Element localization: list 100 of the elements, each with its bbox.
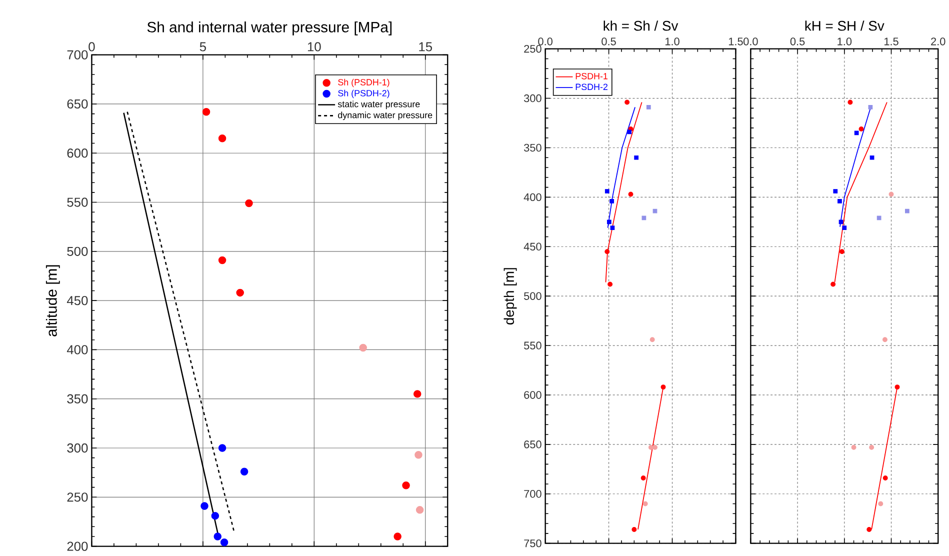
point	[838, 220, 844, 224]
y-tick-label: 350	[67, 394, 88, 404]
y-tick-label: 350	[524, 144, 542, 152]
point	[402, 481, 410, 490]
point	[830, 282, 836, 287]
y-tick-label: 650	[524, 440, 542, 448]
x-tick-label: 0	[88, 42, 95, 52]
legend-label: static water pressure	[338, 100, 420, 109]
point	[604, 188, 610, 194]
point	[854, 130, 859, 135]
legend-label: PSDH-2	[576, 84, 608, 90]
x-tick-label: 2.0	[931, 37, 946, 46]
point	[642, 216, 646, 220]
x-tick-label: 1.0	[838, 37, 852, 46]
y-tick-label: 750	[524, 539, 542, 548]
x-tick-label: 0.5	[790, 37, 805, 46]
y-tick-label: 700	[524, 490, 542, 498]
point	[416, 506, 424, 514]
y-tick-label: 300	[67, 443, 88, 452]
y-tick-label: 300	[524, 94, 542, 102]
x-tick-label: 1.5	[884, 38, 898, 46]
point	[869, 444, 874, 450]
line-series	[605, 102, 642, 283]
point	[833, 188, 838, 194]
point	[640, 475, 646, 480]
x-tick-label: 0.0	[538, 37, 552, 46]
x-tick-label: 0.5	[602, 37, 616, 46]
point	[882, 475, 888, 480]
point	[878, 501, 884, 506]
point	[870, 155, 874, 160]
y-tick-label: 400	[524, 193, 542, 201]
x-axis-title: Sh and internal water pressure [MPa]	[147, 21, 392, 36]
y-axis-title: depth [m]	[504, 268, 517, 324]
y-tick-label: 550	[524, 342, 542, 350]
point	[218, 256, 226, 264]
point	[202, 108, 210, 116]
point	[904, 208, 910, 214]
point	[218, 444, 226, 452]
line-series	[607, 106, 636, 228]
point	[842, 226, 847, 230]
x-tick-label: 10	[308, 42, 321, 52]
point	[868, 104, 873, 110]
point	[660, 384, 666, 390]
point	[650, 336, 655, 342]
point	[240, 468, 248, 476]
y-tick-label: 450	[66, 296, 88, 305]
point	[838, 198, 842, 204]
point	[608, 282, 613, 287]
x-tick-label: 5	[200, 42, 206, 52]
legend-label: Sh (PSDH-2)	[338, 90, 390, 98]
point	[652, 444, 658, 450]
point	[858, 126, 864, 132]
point	[610, 226, 615, 230]
y-tick-label: 700	[67, 50, 88, 60]
legend-label: dynamic water pressure	[338, 112, 432, 120]
point	[839, 248, 844, 254]
point	[214, 532, 222, 540]
point	[894, 384, 900, 390]
y-tick-label: 550	[67, 198, 88, 207]
point	[236, 288, 244, 296]
x-axis-title: kh = Sh / Sv	[604, 20, 678, 31]
point	[628, 192, 634, 197]
x-axis-title: kH = SH / Sv	[805, 20, 884, 31]
point	[211, 512, 220, 520]
y-tick-label: 200	[67, 542, 88, 551]
point	[200, 502, 208, 510]
point	[394, 532, 402, 540]
point	[414, 450, 422, 459]
y-axis-title: altitude [m]	[46, 265, 60, 336]
x-tick-label: 15	[419, 42, 432, 52]
point	[627, 130, 632, 134]
point	[413, 390, 422, 398]
legend-label: PSDH-1	[576, 72, 608, 80]
point	[888, 192, 894, 197]
y-tick-label: 250	[67, 492, 88, 502]
point	[359, 344, 367, 352]
point	[218, 134, 226, 142]
x-tick-label: 1.0	[665, 37, 680, 46]
point	[642, 501, 648, 506]
point	[848, 100, 853, 105]
point	[876, 216, 882, 220]
point	[632, 526, 637, 532]
y-tick-label: 500	[67, 246, 88, 256]
y-tick-label: 500	[524, 292, 542, 300]
point	[646, 104, 651, 110]
point	[220, 538, 228, 546]
x-tick-label: 1.5	[728, 38, 743, 46]
y-tick-label: 250	[524, 44, 542, 53]
point	[610, 198, 614, 204]
point	[606, 220, 612, 224]
point	[851, 444, 856, 450]
legend-label: Sh (PSDH-1)	[338, 78, 390, 88]
y-tick-label: 400	[66, 345, 88, 354]
y-tick-label: 600	[524, 390, 542, 399]
point	[882, 336, 888, 342]
y-tick-label: 450	[524, 242, 542, 250]
y-tick-label: 600	[67, 148, 88, 158]
x-tick-label: 0.0	[744, 37, 758, 46]
point	[624, 100, 630, 105]
y-tick-label: 650	[67, 99, 88, 108]
